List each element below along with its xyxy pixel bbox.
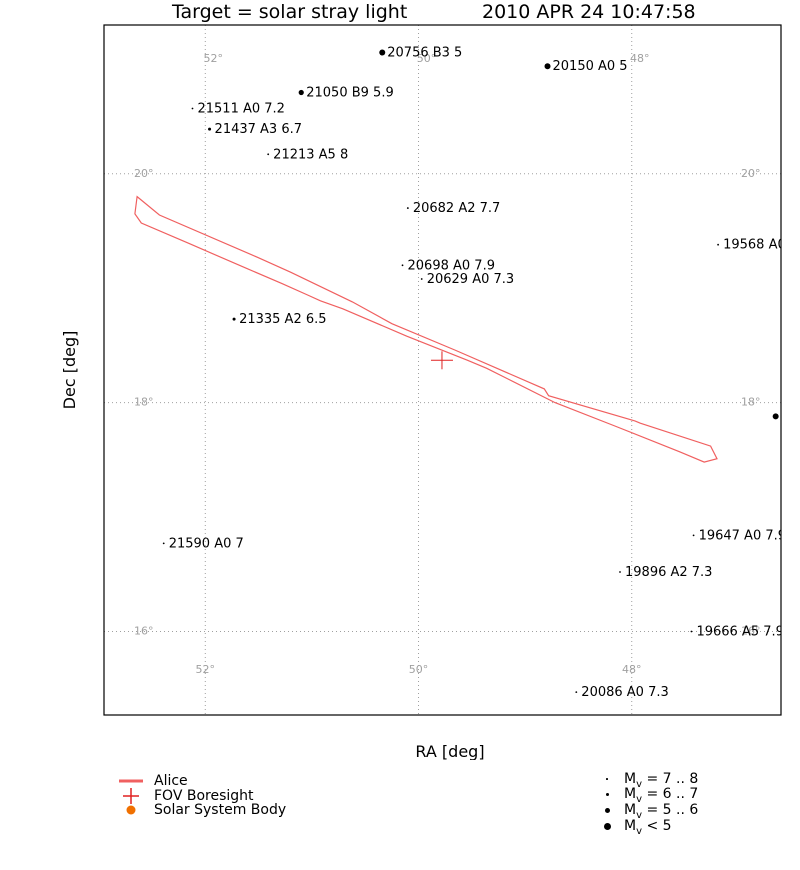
- star-marker: [544, 63, 551, 70]
- timestamp: 2010 APR 24 10:47:58: [482, 1, 696, 23]
- star: 193: [772, 409, 800, 424]
- star-label: 20150 A0 5: [553, 59, 628, 74]
- star: 21590 A0 7: [162, 536, 244, 551]
- mag-sub: v: [636, 809, 643, 821]
- grid-layer: 20° 20° 18° 18° 16° 16° 52° 52° 50° 50° 48° 48°: [104, 25, 781, 715]
- star: 21335 A2 6.5: [232, 312, 327, 327]
- star-marker: [232, 317, 236, 321]
- grid-label-dec: 18°: [134, 396, 154, 409]
- star-marker: [208, 127, 212, 131]
- mag-range: < 5: [642, 818, 672, 834]
- fov-layer: [134, 195, 718, 463]
- star-label: 20682 A2 7.7: [413, 201, 500, 216]
- star-label: 20756 B3 5: [387, 45, 462, 60]
- grid-label-ra: 50°: [417, 52, 437, 65]
- dot-icon: [605, 792, 609, 796]
- mag-sub: v: [636, 793, 643, 805]
- star-label: 19896 A2 7.3: [625, 565, 712, 580]
- star-marker: [619, 571, 621, 573]
- star-marker: [298, 89, 304, 96]
- star-marker: [717, 243, 719, 246]
- mag-sub: v: [636, 778, 643, 790]
- grid-label-dec: 18°: [741, 396, 761, 409]
- star: 19647 A0 7.9: [692, 528, 786, 543]
- star-marker: [379, 49, 386, 56]
- legend-label: Alice: [154, 773, 188, 789]
- mag-prefix: M: [624, 786, 637, 802]
- sky-chart: 20° 20° 18° 18° 16° 16° 52° 52° 50° 50° 48° 48° 207…: [60, 24, 800, 760]
- star-layer: 20756 B3 5 20150 A0 5 21050 B9 5.9 21511 A0…: [162, 45, 800, 700]
- star: 21050 B9 5.9: [298, 86, 394, 101]
- grid-label-ra: 52°: [196, 663, 216, 676]
- star-label: 19568 A0 7: [723, 238, 798, 253]
- star: 21437 A3 6.7: [208, 122, 302, 137]
- page-title: Target = solar stray light 2010 APR 24 1…: [0, 0, 800, 24]
- star-marker: [162, 542, 165, 545]
- star-label: 19666 A5 7.9: [696, 624, 783, 639]
- x-axis-label: RA [deg]: [415, 742, 484, 760]
- star-marker: [575, 691, 578, 694]
- star-marker: [690, 630, 693, 633]
- plot-frame: [103, 24, 782, 716]
- star-marker: [406, 207, 409, 209]
- mag-range: = 6 .. 7: [642, 786, 699, 802]
- star-label: 193: [781, 409, 800, 424]
- grid-label-dec: 20°: [134, 167, 154, 180]
- grid-label-dec: 16°: [741, 624, 761, 637]
- star-label: 21590 A0 7: [169, 536, 244, 551]
- mag-prefix: M: [624, 818, 637, 834]
- star: 20682 A2 7.7: [406, 201, 500, 216]
- line-icon: [119, 779, 143, 783]
- star-label: 19647 A0 7.9: [699, 528, 786, 543]
- fov-outline: [134, 195, 718, 463]
- grid-label-ra: 48°: [630, 52, 650, 65]
- y-axis-label: Dec [deg]: [60, 331, 79, 410]
- star-marker: [420, 278, 423, 280]
- dot-icon: [604, 807, 610, 813]
- star-marker: [692, 534, 695, 537]
- star-marker: [772, 413, 779, 420]
- mag-prefix: M: [624, 802, 637, 818]
- star-label: 20698 A0 7.9: [408, 258, 495, 273]
- star: 20150 A0 5: [544, 59, 628, 74]
- star-marker: [191, 107, 194, 110]
- star: 21511 A0 7.2: [191, 102, 285, 117]
- star: 20756 B3 5: [379, 45, 462, 60]
- circle-icon: [126, 805, 136, 815]
- grid-label-ra: 52°: [204, 52, 224, 65]
- star-label: 21335 A2 6.5: [239, 312, 326, 327]
- dot-icon: [603, 822, 611, 830]
- star-marker: [267, 153, 270, 156]
- legend-label: Solar System Body: [154, 802, 287, 818]
- star-label: 21511 A0 7.2: [197, 102, 284, 117]
- grid-label-ra: 48°: [622, 663, 642, 676]
- star-label: 21050 B9 5.9: [306, 86, 393, 101]
- star-label: 21213 A5 8: [273, 147, 348, 162]
- star: 19896 A2 7.3: [619, 565, 712, 580]
- dot-icon: [606, 778, 608, 780]
- star-label: 20629 A0 7.3: [427, 272, 514, 287]
- mag-prefix: M: [624, 771, 637, 787]
- boresight-cross: [430, 351, 453, 370]
- grid-label-ra: 50°: [409, 663, 429, 676]
- star: 20698 A0 7.9: [401, 258, 495, 273]
- mag-range: = 7 .. 8: [642, 771, 699, 787]
- star: 21213 A5 8: [267, 147, 348, 162]
- mag-range: = 5 .. 6: [642, 802, 699, 818]
- chart-title: Target = solar stray light: [172, 1, 408, 23]
- star: 19666 A5 7.9: [690, 624, 783, 639]
- star-marker: [401, 264, 404, 267]
- crosshair-icon: [123, 788, 139, 804]
- star-label: 20086 A0 7.3: [581, 685, 668, 700]
- legend-label: FOV Boresight: [154, 788, 254, 804]
- grid-label-dec: 16°: [134, 624, 154, 637]
- star-label: 21437 A3 6.7: [215, 122, 302, 137]
- star: 20629 A0 7.3: [420, 272, 514, 287]
- star: 19568 A0 7: [717, 238, 798, 253]
- grid-label-dec: 20°: [741, 167, 761, 180]
- star: 20086 A0 7.3: [575, 685, 669, 700]
- mag-sub: v: [636, 825, 643, 837]
